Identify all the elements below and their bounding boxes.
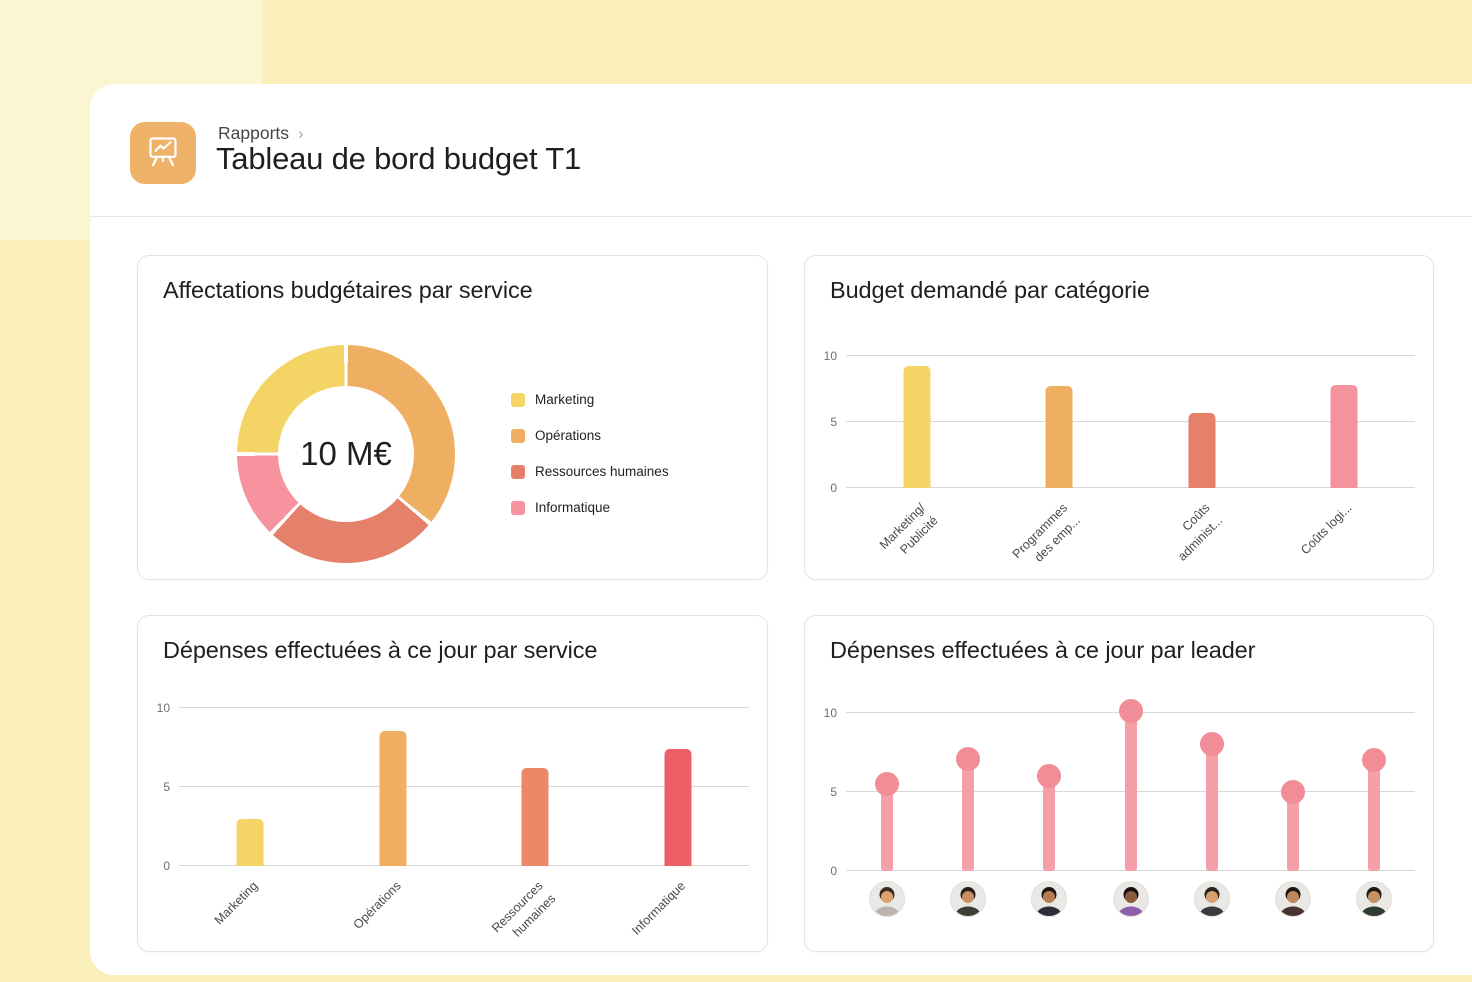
bar-3[interactable] [1330,384,1358,488]
gridline [179,865,749,866]
breadcrumb: Rapports › [218,123,304,144]
plot-area: 0 5 10 Marketing/ Publicité Programmes des e… [824,336,1415,564]
x-axis-label: Coûts logi... [1297,500,1355,558]
y-axis-tick: 0 [830,864,837,878]
avatar-man-icon [949,881,986,917]
card-budget-by-category: Budget demandé par catégorie 0 5 10 Marketi… [804,255,1434,580]
x-axis-label: Ressources humaines [489,878,559,940]
donut-total-label: 10 M€ [300,435,392,472]
gridline [179,785,749,787]
avatar-woman-icon [1275,881,1312,917]
card-title: Affectations budgétaires par service [163,277,533,303]
bar-3[interactable] [664,748,692,866]
card-title: Budget demandé par catégorie [830,277,1150,303]
y-axis-tick: 5 [830,414,837,429]
stem-0[interactable] [880,783,893,871]
y-axis-tick: 10 [823,348,837,363]
avatar-man-icon [868,881,905,917]
stem-5[interactable] [1287,791,1300,871]
dashboard-header: Rapports › Tableau de bord budget T1 [90,84,1472,217]
donut-hole: 10 M€ [278,386,414,522]
gridline [846,420,1415,422]
stem-2[interactable] [1043,776,1056,871]
dashboard-panel: Rapports › Tableau de bord budget T1 Aff… [90,84,1472,975]
legend-item: Ressources humaines [511,464,669,479]
avatar-woman-icon [1112,881,1149,917]
x-axis-label: Coûts administ... [1174,500,1225,564]
stem-4[interactable] [1205,744,1218,871]
bar-0[interactable] [236,818,264,866]
card-title: Dépenses effectuées à ce jour par servic… [163,637,598,663]
dot-6[interactable] [1362,748,1387,773]
legend-item: Opérations [511,428,669,443]
gridline [846,487,1415,488]
y-axis-tick: 5 [830,784,837,799]
x-axis-label: Marketing/ Publicité [876,500,941,557]
donut-chart-area: 10 M€ Marketing Opérations Ressources humai… [162,326,743,563]
dot-0[interactable] [874,771,899,796]
donut-chart[interactable]: 10 M€ [237,345,455,563]
legend-swatch [511,428,525,443]
card-spend-by-service: Dépenses effectuées à ce jour par servic… [137,615,768,952]
avatar-man-icon [1356,881,1393,917]
dashboard-icon [130,122,196,184]
dot-5[interactable] [1281,779,1306,804]
avatar-woman-icon [1193,881,1230,917]
plot-area: 0 5 10 [824,689,1415,917]
chart-legend: Marketing Opérations Ressources humaines In… [511,392,669,515]
card-title: Dépenses effectuées à ce jour par leader [830,637,1256,663]
stem-6[interactable] [1368,760,1381,871]
stem-3[interactable] [1124,711,1137,871]
legend-label: Marketing [535,392,595,407]
y-axis-tick: 5 [163,779,170,794]
legend-swatch [511,500,525,515]
page-title: Tableau de bord budget T1 [216,141,582,176]
legend-label: Opérations [535,428,602,443]
legend-item: Marketing [511,392,669,407]
legend-swatch [511,464,525,479]
charts-grid: Affectations budgétaires par service 10 … [137,255,1434,952]
presentation-chart-icon [143,131,183,176]
y-axis-tick: 10 [156,700,170,715]
card-spend-by-leader: Dépenses effectuées à ce jour par leader… [804,615,1434,952]
legend-label: Ressources humaines [535,464,669,479]
chevron-right-icon: › [298,123,304,143]
dot-1[interactable] [955,746,980,771]
stem-1[interactable] [961,758,974,871]
gridline [846,354,1415,356]
dot-3[interactable] [1118,699,1143,724]
bar-1[interactable] [1045,386,1073,488]
bar-2[interactable] [521,767,549,866]
bar-0[interactable] [903,366,931,488]
x-axis-label: Programmes des emp... [1009,500,1083,565]
legend-swatch [511,392,525,407]
avatar-woman-icon [1031,881,1068,917]
y-axis-tick: 0 [163,859,170,873]
dot-4[interactable] [1199,732,1224,757]
bar-2[interactable] [1188,412,1216,488]
breadcrumb-link-rapports[interactable]: Rapports [218,123,290,143]
x-axis-label: Marketing [212,878,261,928]
legend-item: Informatique [511,500,669,515]
card-allocations: Affectations budgétaires par service 10 … [137,255,768,580]
plot-area: 0 5 10 Marketing Opérations Ressources humain… [157,684,749,939]
dot-2[interactable] [1037,764,1062,789]
bar-1[interactable] [379,731,407,866]
x-axis-label: Informatique [629,878,689,938]
y-axis-tick: 0 [830,481,837,495]
y-axis-tick: 10 [823,705,837,720]
legend-label: Informatique [535,500,611,515]
x-axis-label: Opérations [350,878,404,932]
gridline [179,706,749,708]
